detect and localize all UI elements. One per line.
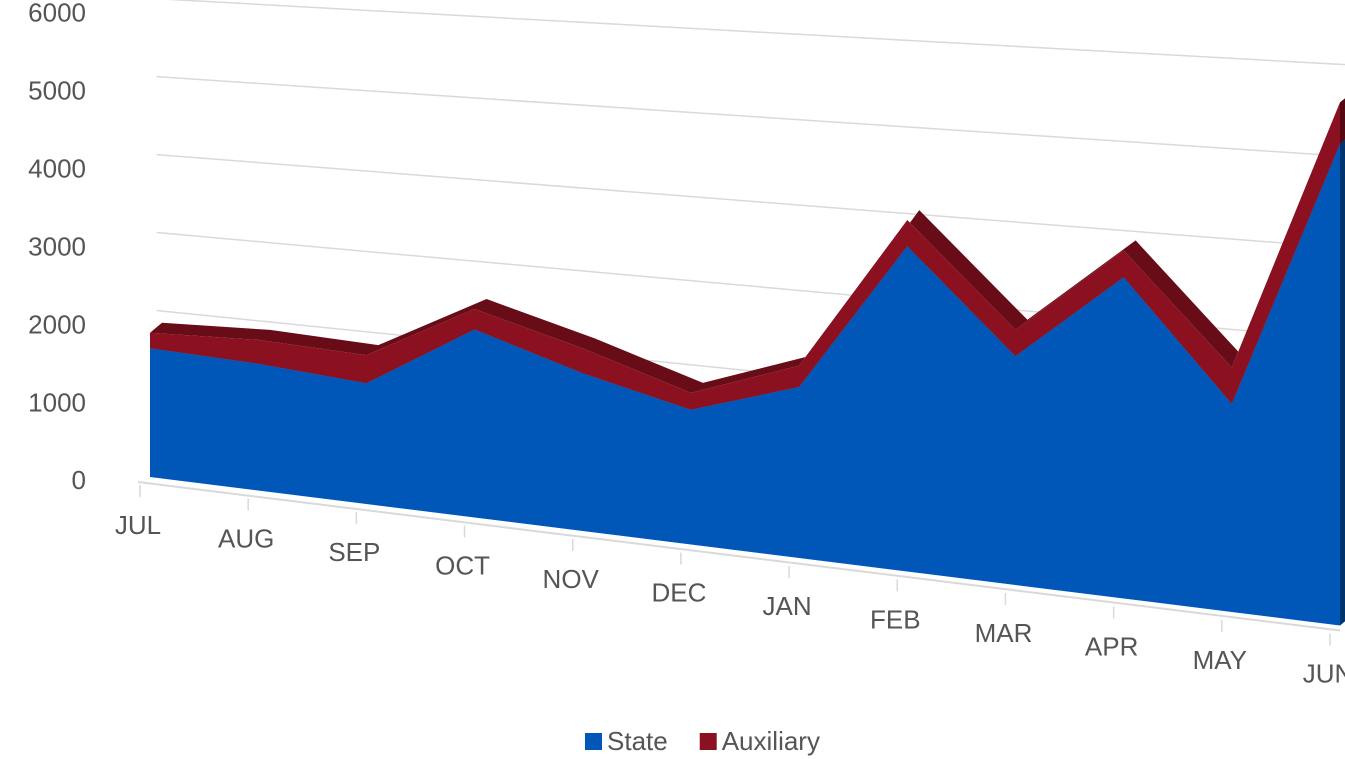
y-tick-label: 5000 bbox=[28, 76, 86, 106]
y-tick-label: 2000 bbox=[28, 309, 86, 339]
y-tick-label: 1000 bbox=[28, 387, 86, 417]
x-tick-label: JAN bbox=[763, 591, 812, 621]
grid-line bbox=[166, 0, 1345, 66]
x-tick-label: NOV bbox=[543, 564, 600, 594]
legend-label: Auxiliary bbox=[722, 726, 820, 756]
legend-label: State bbox=[607, 726, 668, 756]
legend-swatch bbox=[585, 733, 602, 750]
area-side bbox=[1340, 98, 1345, 144]
area bbox=[150, 143, 1340, 626]
area-top bbox=[150, 98, 1345, 393]
x-tick-label: FEB bbox=[870, 604, 921, 634]
grid-line bbox=[156, 153, 1345, 249]
x-tick-label: APR bbox=[1085, 631, 1138, 661]
area-side bbox=[1340, 139, 1345, 626]
x-tick-label: AUG bbox=[218, 523, 274, 553]
x-tick-label: MAY bbox=[1193, 645, 1247, 675]
x-tick-label: JUL bbox=[115, 510, 161, 540]
x-tick-label: SEP bbox=[328, 537, 380, 567]
x-tick-label: JUN bbox=[1303, 658, 1345, 688]
x-tick-label: OCT bbox=[435, 550, 490, 580]
legend-swatch bbox=[699, 733, 717, 750]
y-tick-label: 0 bbox=[72, 465, 86, 495]
grid-line bbox=[156, 75, 1345, 158]
floor bbox=[137, 481, 1341, 632]
area bbox=[150, 102, 1340, 410]
y-tick-label: 3000 bbox=[28, 231, 86, 261]
y-tick-label: 4000 bbox=[28, 153, 86, 183]
x-tick-label: MAR bbox=[975, 618, 1033, 648]
y-tick-label: 6000 bbox=[28, 0, 86, 28]
x-tick-label: DEC bbox=[651, 577, 706, 607]
